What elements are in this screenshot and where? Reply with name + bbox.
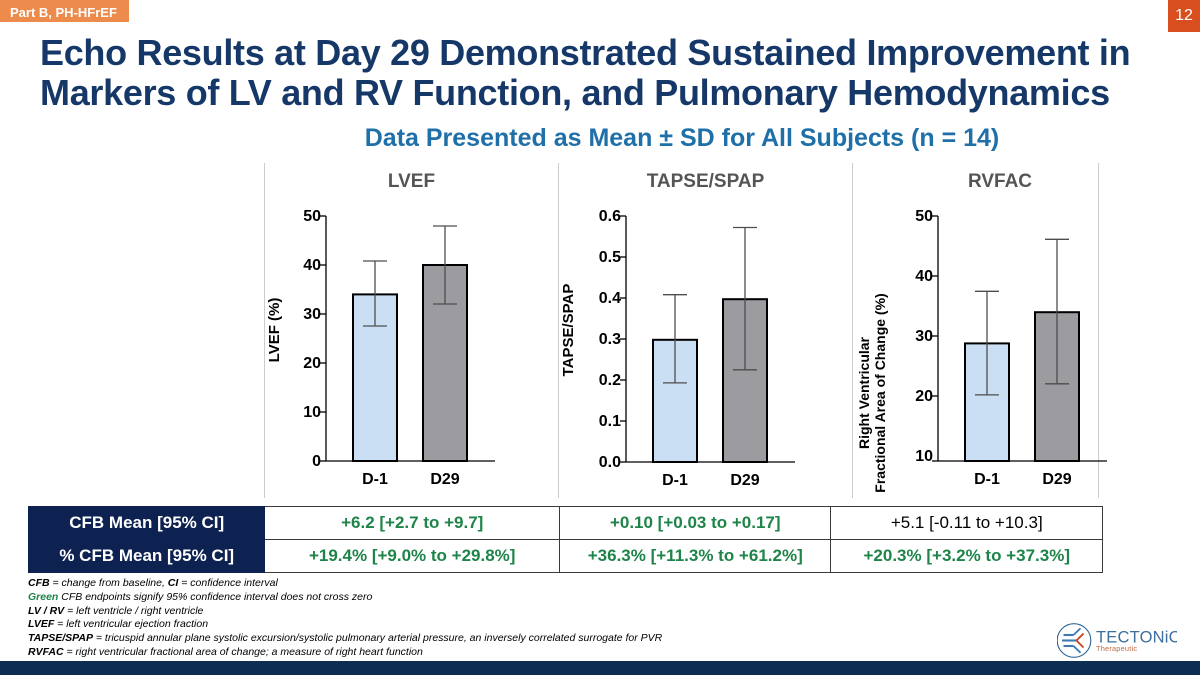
svg-text:D29: D29 xyxy=(430,471,459,488)
svg-text:0.3: 0.3 xyxy=(599,331,621,348)
svg-text:40: 40 xyxy=(915,268,933,285)
svg-text:D-1: D-1 xyxy=(362,471,388,488)
svg-text:10: 10 xyxy=(303,404,321,421)
svg-text:TAPSE/SPAP: TAPSE/SPAP xyxy=(560,284,577,377)
svg-text:D29: D29 xyxy=(1042,471,1071,488)
svg-text:Therapeutic: Therapeutic xyxy=(1096,644,1137,653)
svg-text:20: 20 xyxy=(303,355,321,372)
svg-text:50: 50 xyxy=(915,208,933,225)
svg-text:0.6: 0.6 xyxy=(599,208,621,225)
svg-text:0.0: 0.0 xyxy=(599,454,621,471)
svg-text:D-1: D-1 xyxy=(974,471,1000,488)
svg-text:0.5: 0.5 xyxy=(599,249,621,266)
svg-text:20: 20 xyxy=(915,388,933,405)
svg-text:LVEF (%): LVEF (%) xyxy=(266,298,283,363)
svg-text:0.4: 0.4 xyxy=(599,290,621,307)
svg-text:0.1: 0.1 xyxy=(599,413,621,430)
svg-text:D29: D29 xyxy=(730,472,759,489)
svg-text:D-1: D-1 xyxy=(662,472,688,489)
svg-text:50: 50 xyxy=(303,208,321,225)
svg-text:Fractional Area of Change (%): Fractional Area of Change (%) xyxy=(872,293,888,492)
svg-text:0: 0 xyxy=(312,453,321,470)
svg-text:30: 30 xyxy=(915,328,933,345)
svg-text:0.2: 0.2 xyxy=(599,372,621,389)
svg-text:10: 10 xyxy=(915,448,933,465)
svg-text:Right Ventricular: Right Ventricular xyxy=(856,336,872,449)
svg-text:40: 40 xyxy=(303,257,321,274)
svg-text:30: 30 xyxy=(303,306,321,323)
